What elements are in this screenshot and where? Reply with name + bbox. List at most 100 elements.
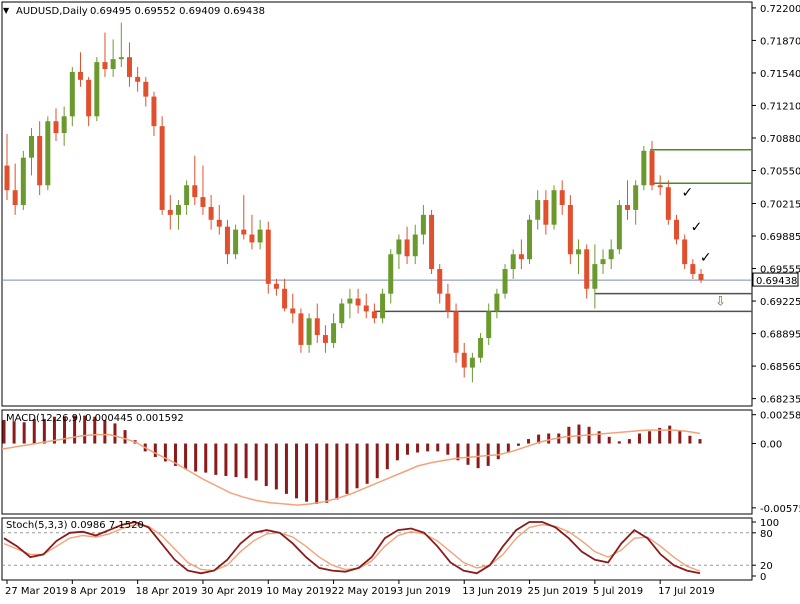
candle[interactable] (567, 195, 573, 265)
candle[interactable] (649, 140, 655, 191)
candle[interactable] (200, 165, 206, 215)
candle[interactable] (412, 224, 418, 265)
candle[interactable] (192, 155, 198, 205)
candle[interactable] (28, 128, 34, 176)
candle[interactable] (265, 221, 271, 294)
collapse-arrow-icon[interactable]: ▼ (3, 6, 10, 15)
candle[interactable] (641, 145, 647, 191)
candle[interactable] (665, 180, 671, 225)
candle[interactable] (551, 185, 557, 230)
candle[interactable] (224, 219, 230, 265)
candle[interactable] (469, 352, 475, 383)
candle[interactable] (404, 226, 410, 265)
candle[interactable] (543, 190, 549, 235)
candle[interactable] (608, 239, 614, 270)
candle-body (167, 209, 173, 215)
macd-histogram-bar (375, 443, 379, 479)
candle[interactable] (241, 195, 247, 240)
candle[interactable] (322, 325, 328, 353)
macd-histogram-bar (264, 443, 268, 487)
candle[interactable] (371, 303, 377, 324)
candle[interactable] (37, 121, 43, 196)
candle[interactable] (216, 204, 222, 235)
candle[interactable] (486, 303, 492, 345)
candle[interactable] (461, 342, 467, 378)
candle[interactable] (126, 42, 132, 87)
x-tick-label: 8 Apr 2019 (70, 586, 125, 597)
candle[interactable] (20, 150, 26, 210)
candle[interactable] (453, 303, 459, 363)
candle[interactable] (175, 200, 181, 230)
candle[interactable] (314, 303, 320, 343)
candle[interactable] (682, 234, 688, 270)
candle[interactable] (625, 180, 631, 220)
candle[interactable] (61, 106, 67, 146)
candle[interactable] (118, 22, 124, 68)
candle[interactable] (110, 39, 116, 77)
candle[interactable] (12, 163, 18, 215)
candle[interactable] (363, 293, 369, 319)
macd-histogram-bar (52, 416, 56, 444)
candle-body (600, 259, 606, 265)
candle[interactable] (535, 190, 541, 230)
candle[interactable] (143, 76, 149, 107)
candle[interactable] (698, 269, 704, 283)
macd-histogram-bar (194, 443, 198, 472)
candle[interactable] (69, 67, 75, 127)
candle[interactable] (298, 308, 304, 353)
candle[interactable] (102, 32, 108, 77)
candle[interactable] (690, 259, 696, 279)
candle[interactable] (445, 283, 451, 319)
candle[interactable] (339, 298, 345, 329)
candle[interactable] (77, 52, 83, 87)
candle[interactable] (633, 180, 639, 225)
candle[interactable] (600, 249, 606, 274)
candle-body (20, 157, 26, 205)
candle[interactable] (355, 288, 361, 314)
candles (4, 22, 704, 383)
candle-body (388, 254, 394, 294)
candle[interactable] (510, 249, 516, 279)
candle[interactable] (94, 57, 100, 122)
candle[interactable] (396, 234, 402, 270)
candle[interactable] (429, 209, 435, 274)
candle[interactable] (86, 76, 92, 127)
candle[interactable] (388, 249, 394, 304)
candle[interactable] (273, 278, 279, 296)
candle[interactable] (616, 200, 622, 255)
candle[interactable] (657, 175, 663, 196)
candle[interactable] (282, 278, 288, 312)
candle[interactable] (331, 313, 337, 348)
candle[interactable] (584, 244, 590, 299)
candle[interactable] (380, 288, 386, 324)
candle[interactable] (518, 239, 524, 270)
candle[interactable] (159, 116, 165, 215)
candle[interactable] (347, 288, 353, 319)
macd-histogram-bar (527, 439, 531, 444)
candle[interactable] (184, 180, 190, 215)
candle[interactable] (257, 219, 263, 250)
candle[interactable] (151, 91, 157, 137)
candle[interactable] (592, 244, 598, 309)
candle[interactable] (559, 180, 565, 215)
candle[interactable] (306, 313, 312, 353)
candle[interactable] (208, 195, 214, 230)
candle[interactable] (249, 214, 255, 250)
candle[interactable] (527, 214, 533, 265)
candle[interactable] (478, 333, 484, 363)
candle[interactable] (53, 108, 59, 141)
candle[interactable] (233, 224, 239, 260)
candle[interactable] (502, 264, 508, 299)
candle[interactable] (135, 67, 141, 92)
candle[interactable] (437, 264, 443, 304)
candle[interactable] (45, 116, 51, 191)
candle[interactable] (290, 293, 296, 324)
candle[interactable] (167, 195, 173, 230)
candle[interactable] (674, 214, 680, 245)
candle[interactable] (420, 204, 426, 245)
candle[interactable] (4, 134, 10, 201)
candle[interactable] (494, 288, 500, 319)
candle[interactable] (576, 239, 582, 274)
